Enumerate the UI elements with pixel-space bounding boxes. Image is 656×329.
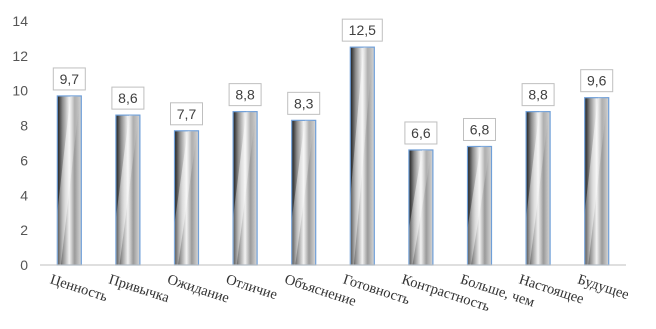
- category-label: Отличие: [224, 272, 279, 304]
- bar-highlight: [233, 111, 256, 265]
- bar: [115, 114, 141, 266]
- bar-highlight: [174, 130, 198, 265]
- category-label: Ценность: [48, 272, 110, 306]
- data-label-box: [52, 67, 86, 91]
- data-label: 6,8: [463, 117, 496, 141]
- data-label: 9,7: [52, 67, 86, 91]
- bar: [291, 119, 317, 266]
- data-label-box: [287, 91, 321, 115]
- bar: [525, 111, 551, 266]
- bar: [408, 149, 434, 266]
- bar-highlight: [57, 95, 81, 265]
- y-tick-label: 2: [20, 222, 28, 238]
- bars: [56, 46, 610, 266]
- y-tick-label: 4: [20, 187, 28, 203]
- bar: [349, 46, 375, 266]
- data-label: 7,7: [170, 102, 203, 126]
- bar-highlight: [526, 111, 549, 265]
- bar-highlight: [350, 47, 374, 265]
- y-tick-label: 6: [20, 152, 28, 168]
- data-label-box: [404, 121, 438, 145]
- category-label: Ожидание: [165, 272, 231, 307]
- y-tick-label: 10: [12, 83, 28, 99]
- data-label-value: 12,5: [349, 22, 376, 38]
- bar-highlight: [408, 149, 432, 265]
- data-label-box: [521, 83, 555, 107]
- data-label-box: [580, 69, 614, 93]
- data-label-value: 8,6: [118, 90, 138, 106]
- bar-highlight: [584, 97, 608, 265]
- data-label-box: [341, 18, 383, 42]
- data-label-value: 8,3: [294, 95, 314, 111]
- bar: [173, 130, 200, 266]
- data-label: 9,6: [580, 69, 614, 93]
- data-label-box: [463, 117, 496, 141]
- data-label-value: 9,6: [587, 73, 607, 89]
- data-label-value: 8,8: [528, 87, 548, 103]
- category-label: Будущее: [575, 272, 630, 304]
- data-label-value: 6,6: [411, 125, 431, 141]
- bar-highlight: [115, 115, 139, 265]
- bar: [56, 95, 82, 266]
- bar: [232, 111, 258, 266]
- data-labels: 9,7 8,6 7,7 8,8 8,3 12,5 6,6 6,8 8,8 9,6: [52, 18, 614, 145]
- data-label: 8,6: [111, 86, 145, 110]
- y-tick-label: 8: [20, 118, 28, 134]
- data-label: 12,5: [341, 18, 383, 42]
- category-label: Привычка: [107, 272, 172, 307]
- data-label-value: 7,7: [177, 106, 197, 122]
- bar: [584, 97, 610, 266]
- bar: [466, 145, 493, 266]
- y-tick-label: 12: [12, 48, 28, 64]
- y-axis: 0 2 4 6 8 10 12 14: [12, 13, 28, 273]
- bar-highlight: [467, 146, 491, 265]
- data-label-value: 8,8: [235, 87, 255, 103]
- bar-highlight: [291, 120, 315, 265]
- data-label: 8,3: [287, 91, 321, 115]
- data-label-value: 6,8: [470, 121, 490, 137]
- data-label-value: 9,7: [60, 71, 80, 87]
- data-label-box: [111, 86, 145, 110]
- data-label-box: [170, 102, 203, 126]
- data-label: 8,8: [228, 83, 262, 107]
- data-label: 8,8: [521, 83, 555, 107]
- y-tick-label: 14: [12, 13, 28, 29]
- y-tick-label: 0: [20, 257, 28, 273]
- data-label-box: [228, 83, 262, 107]
- data-label: 6,6: [404, 121, 438, 145]
